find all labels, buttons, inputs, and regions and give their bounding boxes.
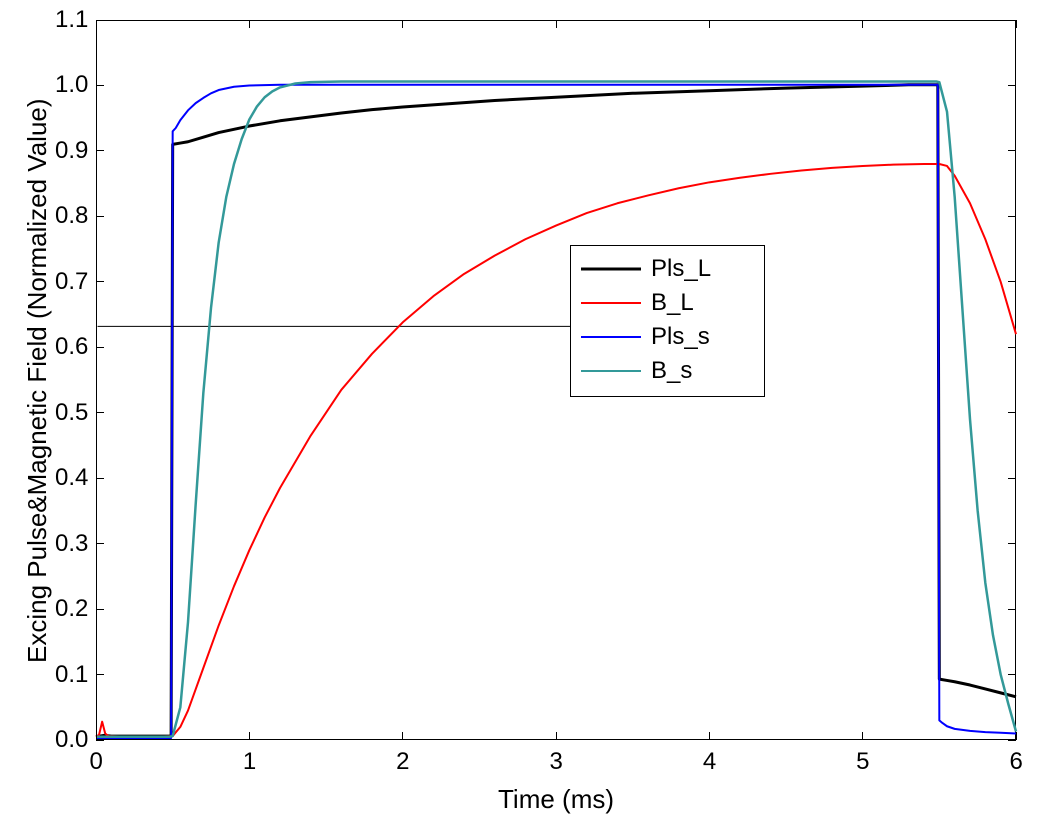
x-tick-label: 2 bbox=[396, 748, 409, 776]
x-axis-label: Time (ms) bbox=[498, 784, 614, 815]
series-B_L bbox=[96, 164, 1016, 737]
series-B_s bbox=[96, 82, 1016, 737]
y-tick-label: 0.4 bbox=[55, 464, 88, 492]
chart-lines bbox=[0, 0, 1040, 828]
y-tick-label: 1.1 bbox=[55, 6, 88, 34]
y-tick-label: 0.8 bbox=[55, 202, 88, 230]
x-tick-label: 5 bbox=[856, 748, 869, 776]
x-tick-label: 6 bbox=[1010, 748, 1023, 776]
y-tick-label: 0.0 bbox=[55, 726, 88, 754]
legend-item: Pls_L bbox=[581, 252, 754, 286]
y-tick-label: 1.0 bbox=[55, 71, 88, 99]
series-Pls_L bbox=[96, 85, 1016, 737]
y-tick-label: 0.6 bbox=[55, 333, 88, 361]
legend-sample bbox=[581, 302, 641, 304]
legend-item: B_s bbox=[581, 354, 754, 388]
chart-container: Time (ms) Excing Pulse&Magnetic Field (N… bbox=[0, 0, 1040, 828]
y-axis-label: Excing Pulse&Magnetic Field (Normalized … bbox=[22, 98, 53, 663]
legend-label: B_L bbox=[651, 289, 694, 317]
legend-item: Pls_s bbox=[581, 320, 754, 354]
legend-item: B_L bbox=[581, 286, 754, 320]
y-tick-label: 0.9 bbox=[55, 137, 88, 165]
x-tick-label: 3 bbox=[550, 748, 563, 776]
y-tick-label: 0.7 bbox=[55, 268, 88, 296]
y-tick-label: 0.1 bbox=[55, 661, 88, 689]
y-tick-label: 0.2 bbox=[55, 595, 88, 623]
legend-sample bbox=[581, 370, 641, 372]
legend-sample bbox=[581, 268, 641, 271]
x-tick-label: 4 bbox=[703, 748, 716, 776]
series-Pls_s bbox=[96, 85, 1016, 738]
x-tick-label: 1 bbox=[243, 748, 256, 776]
legend-label: Pls_s bbox=[651, 323, 710, 351]
legend-sample bbox=[581, 336, 641, 338]
y-tick-label: 0.3 bbox=[55, 530, 88, 558]
legend-label: Pls_L bbox=[651, 255, 711, 283]
x-tick-label: 0 bbox=[90, 748, 103, 776]
legend: Pls_L B_L Pls_s B_s bbox=[570, 245, 765, 397]
y-tick-label: 0.5 bbox=[55, 399, 88, 427]
legend-label: B_s bbox=[651, 357, 692, 385]
